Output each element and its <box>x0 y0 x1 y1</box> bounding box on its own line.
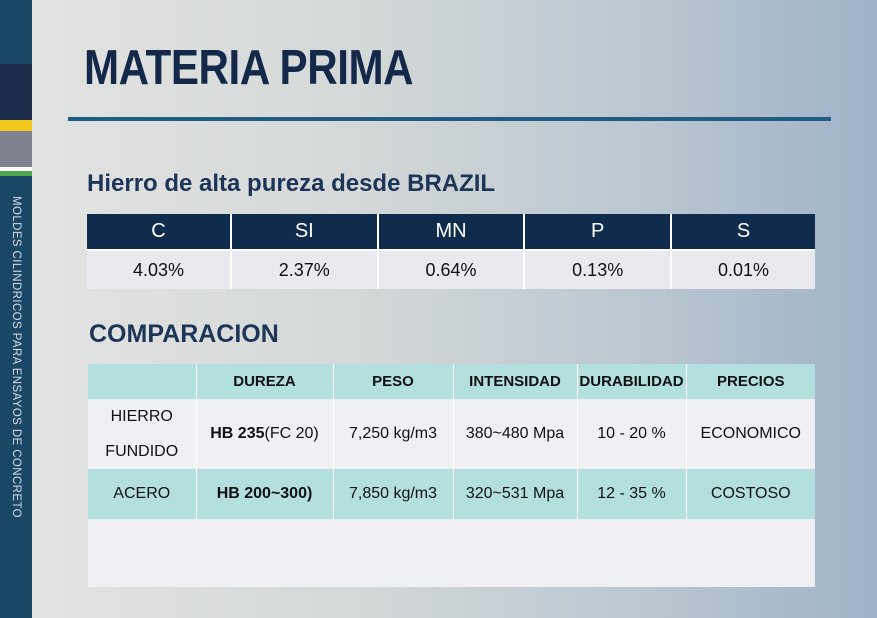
empty-cell <box>88 519 815 587</box>
intensidad-cell: 380~480 Mpa <box>453 399 578 469</box>
composition-header-cell: MN <box>377 214 526 250</box>
sidebar-stripe-green <box>0 171 32 176</box>
sidebar-vertical-text: MOLDES CILINDRICOS PARA ENSAYOS DE CONCR… <box>10 196 22 519</box>
durabilidad-cell: 10 - 20 % <box>577 399 687 469</box>
comparison-table: DUREZA PESO INTENSIDAD DURABILIDAD PRECI… <box>88 364 815 587</box>
page-subtitle: Hierro de alta pureza desde BRAZIL <box>87 170 496 197</box>
peso-cell: 7,250 kg/m3 <box>333 399 454 469</box>
composition-value-row: 4.03% 2.37% 0.64% 0.13% 0.01% <box>87 249 815 289</box>
intensidad-cell: 320~531 Mpa <box>453 469 578 519</box>
composition-header-cell: SI <box>230 214 379 250</box>
comparison-header-cell: DUREZA <box>196 364 334 399</box>
comparison-header-cell: DURABILIDAD <box>577 364 687 399</box>
precios-cell: ECONOMICO <box>686 399 815 469</box>
page-title: MATERIA PRIMA <box>84 41 414 95</box>
peso-cell: 7,850 kg/m3 <box>333 469 454 519</box>
dureza-cell: HB 200~300) <box>196 469 334 519</box>
sidebar-stripe-navy <box>0 64 32 120</box>
composition-header-row: C SI MN P S <box>87 214 815 250</box>
comparison-header-cell <box>88 364 197 399</box>
title-underline <box>68 117 831 121</box>
material-cell: ACERO <box>88 469 197 519</box>
durabilidad-cell: 12 - 35 % <box>577 469 687 519</box>
composition-value-cell: 0.01% <box>671 249 815 289</box>
composition-header-cell: S <box>671 214 815 250</box>
sidebar-stripe-yellow <box>0 120 32 131</box>
dureza-rest: (FC 20) <box>264 425 319 442</box>
table-row-empty <box>88 519 815 587</box>
composition-value-cell: 0.64% <box>377 249 526 289</box>
material-line: HIERRO <box>110 408 173 425</box>
sidebar-stripe-white <box>0 167 32 171</box>
comparison-header-cell: PRECIOS <box>686 364 815 399</box>
dureza-bold: HB 235 <box>210 425 265 442</box>
material-cell: HIERRO FUNDIDO <box>88 399 197 469</box>
precios-cell: COSTOSO <box>686 469 815 519</box>
composition-table: C SI MN P S 4.03% 2.37% 0.64% 0.13% 0.01… <box>87 214 815 289</box>
sidebar-band: MOLDES CILINDRICOS PARA ENSAYOS DE CONCR… <box>0 0 32 618</box>
composition-header-cell: C <box>87 214 232 250</box>
composition-value-cell: 2.37% <box>230 249 379 289</box>
dureza-cell: HB 235(FC 20) <box>196 399 334 469</box>
table-row: HIERRO FUNDIDO HB 235(FC 20) 7,250 kg/m3… <box>88 399 815 469</box>
sidebar-stripe-gray <box>0 131 32 167</box>
composition-header-cell: P <box>524 214 673 250</box>
composition-value-cell: 4.03% <box>87 249 232 289</box>
composition-value-cell: 0.13% <box>524 249 673 289</box>
comparison-heading: COMPARACION <box>89 320 279 348</box>
table-row: ACERO HB 200~300) 7,850 kg/m3 320~531 Mp… <box>88 469 815 519</box>
comparison-header-cell: INTENSIDAD <box>453 364 578 399</box>
material-line: FUNDIDO <box>105 443 179 460</box>
comparison-header-row: DUREZA PESO INTENSIDAD DURABILIDAD PRECI… <box>88 364 815 399</box>
comparison-header-cell: PESO <box>333 364 454 399</box>
